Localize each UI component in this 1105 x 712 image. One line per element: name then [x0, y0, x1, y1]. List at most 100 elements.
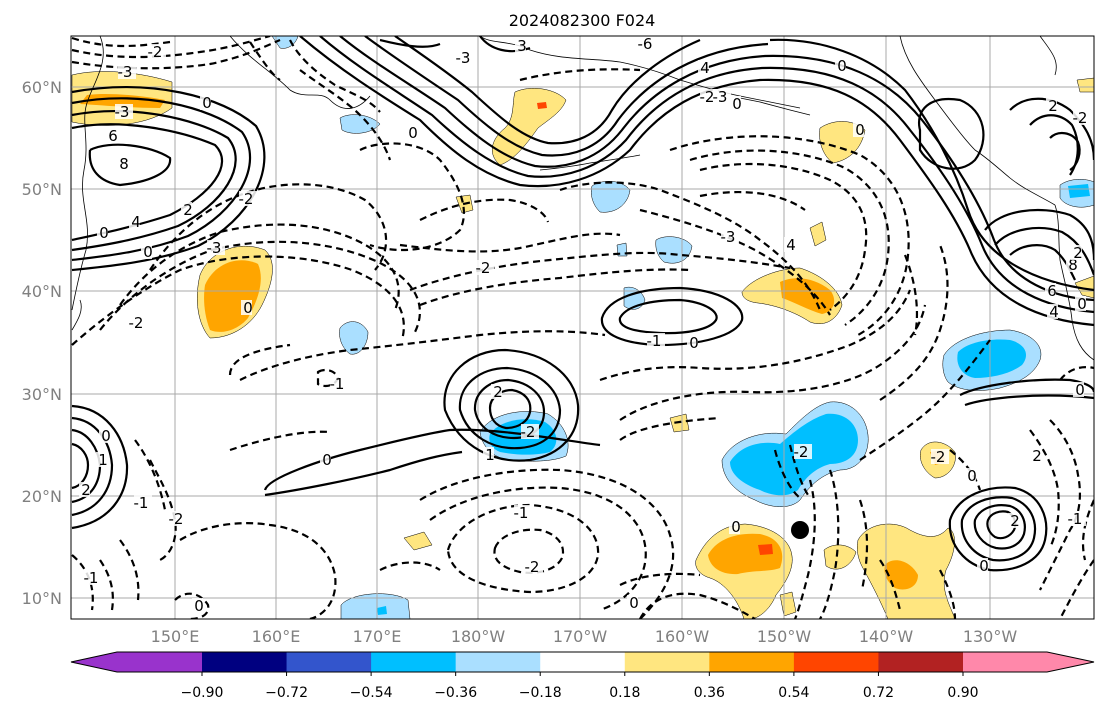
contour-label: -1 [84, 569, 99, 587]
contour-label-bg [129, 214, 140, 229]
colorbar-segment [709, 652, 795, 672]
contour-label: 4 [700, 59, 710, 77]
contour-label: 0 [731, 518, 741, 536]
latitude-label: 50°N [22, 180, 62, 199]
contour-label: 1 [485, 446, 495, 464]
contour-label: -6 [638, 35, 653, 53]
contour-label-bg [241, 300, 252, 315]
contour-label-bg [835, 58, 846, 73]
contour-label-bg [456, 50, 474, 65]
contour-label-bg [784, 237, 795, 252]
colorbar-tick-label: −0.72 [265, 685, 308, 701]
contour-label: 0 [837, 57, 847, 75]
contour-label: -2 [169, 510, 184, 528]
contour-label: -2 [794, 443, 809, 461]
longitude-label: 150°W [757, 627, 812, 646]
contour-label-bg [181, 202, 192, 217]
contour-label: 4 [1049, 303, 1059, 321]
contour-label-bg [627, 595, 638, 610]
colorbar-tick-label: −0.18 [519, 685, 562, 701]
contour-label-bg [117, 156, 128, 171]
contour-label: -1 [647, 332, 662, 350]
positive-strong-shading [537, 102, 773, 555]
contour-label: 3 [517, 37, 527, 55]
contour-label: -2 [129, 314, 144, 332]
contour-label-bg [514, 505, 532, 520]
map-frame [70, 35, 1095, 620]
contour-label: 1 [98, 451, 108, 469]
contour-label: 0 [99, 224, 109, 242]
contour-label: -1 [330, 375, 345, 393]
contour-label: -2 [525, 558, 540, 576]
contour-label-bg [84, 570, 102, 585]
contour-label-bg [320, 452, 331, 467]
contour-label-bg [79, 482, 90, 497]
contour-label-bg [1073, 110, 1091, 125]
contour-label-bg [96, 452, 107, 467]
contour-label: -2 [1073, 109, 1088, 127]
colorbar-tick-label: 0.18 [609, 685, 640, 701]
station-marker [791, 521, 809, 539]
contour-label: 0 [732, 95, 742, 113]
contour-label: -3 [118, 63, 133, 81]
contour-label-bg [129, 315, 147, 330]
contour-label-bg [99, 428, 110, 443]
contour-label: -2 [239, 190, 254, 208]
contour-label-bg [134, 495, 152, 510]
contour-label-bg [713, 89, 731, 104]
contour-label: 0 [979, 557, 989, 575]
longitude-label: 170°W [553, 627, 608, 646]
contour-label-bg [483, 447, 494, 462]
contour-label-bg [1075, 296, 1086, 311]
contour-label-bg [207, 240, 225, 255]
latitude-label: 30°N [22, 385, 62, 404]
contour-label: 8 [1068, 256, 1078, 274]
contour-label-bg [491, 384, 502, 399]
colorbar-segment [540, 652, 626, 672]
contour-label: -1 [514, 504, 529, 522]
latitude-label: 20°N [22, 487, 62, 506]
colorbar [70, 651, 1095, 673]
contour-label-bg [977, 558, 988, 573]
contour-label: 0 [1075, 381, 1085, 399]
contour-label-bg [853, 122, 864, 137]
contour-label: 8 [119, 155, 129, 173]
contour-label-bg [1071, 245, 1082, 260]
contour-label: 4 [131, 213, 141, 231]
contour-label-bg [1008, 513, 1019, 528]
map-gridlines [71, 36, 1094, 619]
colorbar-segment [455, 652, 541, 672]
contour-label-bg [515, 38, 526, 53]
contour-label: 0 [202, 94, 212, 112]
contour-label: 0 [855, 121, 865, 139]
longitude-label: 180°W [451, 627, 506, 646]
contour-label: -2 [700, 88, 715, 106]
contour-label-bg [148, 44, 166, 59]
longitude-label: 130°W [963, 627, 1018, 646]
colorbar-segment [878, 652, 964, 672]
contour-label-bg [729, 519, 740, 534]
contour-label: 2 [1010, 512, 1020, 530]
colorbar-tick-label: −0.54 [350, 685, 393, 701]
contour-label-bg [118, 64, 136, 79]
contour-label: -2 [521, 423, 536, 441]
contour-label: -1 [134, 494, 149, 512]
contour-label: 0 [408, 124, 418, 142]
colorbar-segment [793, 652, 879, 672]
contour-label-bg [965, 468, 976, 483]
contour-label: -2 [148, 43, 163, 61]
contour-label: 0 [689, 334, 699, 352]
contour-label: 2 [1032, 447, 1042, 465]
contour-label: -3 [456, 49, 471, 67]
contour-label: -3 [721, 228, 736, 246]
contour-label-bg [330, 376, 348, 391]
contour-label-bg [525, 559, 543, 574]
contour-label: -2 [476, 259, 491, 277]
latitude-label: 60°N [22, 78, 62, 97]
contour-label: -3 [207, 239, 222, 257]
colorbar-tick-label: 0.36 [694, 685, 725, 701]
contour-label: 0 [143, 243, 153, 261]
contour-label: -2 [931, 448, 946, 466]
contour-label-bg [115, 104, 133, 119]
